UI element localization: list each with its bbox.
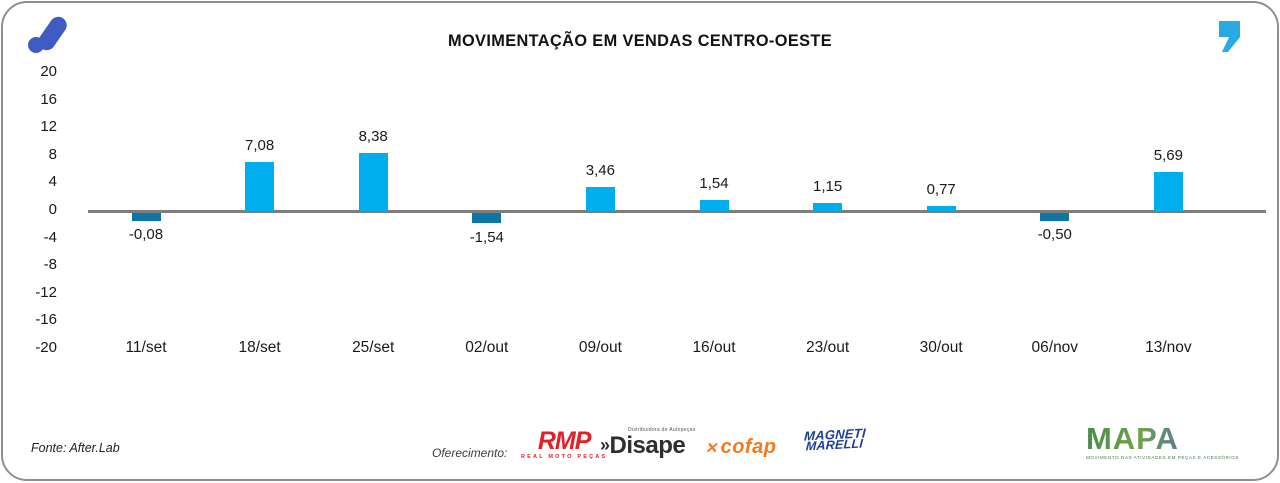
- value-label-30/out: 0,77: [926, 180, 956, 198]
- value-label-18/set: 7,08: [244, 137, 275, 155]
- y-axis-tick--8: -8: [43, 256, 57, 274]
- disape-wordmark: Disape: [609, 432, 686, 459]
- bar-11/set: [131, 212, 161, 221]
- mapa-logo-text: MAPA: [1086, 423, 1239, 454]
- y-axis-tick-20: 20: [40, 63, 57, 80]
- value-label-06/nov: -0,50: [1037, 226, 1072, 243]
- y-axis-tick--12: -12: [35, 283, 57, 301]
- value-label-13/nov: 5,69: [1153, 146, 1183, 164]
- x-axis-tick-11/set: 11/set: [125, 339, 167, 356]
- bar-23/out: [813, 203, 843, 211]
- bar-18/set: [245, 162, 275, 211]
- value-label-09/out: 3,46: [585, 162, 615, 180]
- disape-logo-tagline: Distribuidora de Autopeças: [628, 427, 696, 433]
- x-axis-tick-18/set: 18/set: [238, 339, 281, 356]
- bar-13/nov: [1153, 171, 1183, 211]
- mapa-logo: MAPA MOVIMENTO DAS ATIVIDADES EM PEÇAS E…: [1085, 423, 1239, 460]
- y-axis-tick-4: 4: [48, 173, 57, 191]
- bar-16/out: [699, 200, 729, 211]
- rmp-logo: RMP REAL MOTO PEÇAS: [521, 427, 608, 461]
- magneti-marelli-logo: MAGNETI MARELLI: [803, 425, 866, 453]
- bar-30/out: [926, 205, 956, 211]
- rmp-logo-tagline: REAL MOTO PEÇAS: [521, 454, 608, 460]
- value-label-02/out: -1,54: [469, 228, 504, 246]
- x-axis-tick-25/set: 25/set: [352, 339, 395, 356]
- y-axis-tick-0: 0: [48, 201, 57, 218]
- rmp-logo-text: RMP: [537, 427, 592, 455]
- chart-title: MOVIMENTAÇÃO EM VENDAS CENTRO-OESTE: [448, 31, 832, 50]
- bar-chart-plot: 20 16 12 8 4 0 -4 -8 -12 -16 -20 -0,08 11/set 7,08 18/…: [3, 3, 1277, 479]
- afterlab-logo-icon: [25, 12, 71, 56]
- x-axis-tick-23/out: 23/out: [806, 339, 850, 356]
- y-axis-tick--16: -16: [35, 311, 57, 329]
- x-axis-tick-06/nov: 06/nov: [1031, 339, 1079, 356]
- y-axis-tick-16: 16: [40, 90, 57, 108]
- x-axis-tick-30/out: 30/out: [919, 339, 963, 356]
- mapa-logo-tagline: MOVIMENTO DAS ATIVIDADES EM PEÇAS E ACES…: [1085, 455, 1239, 460]
- disape-logo: Distribuidora de Autopeças »Disape: [600, 427, 696, 458]
- source-note: Fonte: After.Lab: [31, 441, 120, 455]
- cofap-logo: ✕cofap: [704, 436, 777, 459]
- bar-25/set: [358, 153, 388, 211]
- value-label-25/set: 8,38: [358, 128, 388, 146]
- cofap-arrow-icon: ✕: [704, 440, 721, 457]
- zero-axis-line: [88, 210, 1266, 213]
- y-axis-tick--20: -20: [35, 339, 57, 356]
- disape-chevrons-icon: »: [600, 435, 610, 455]
- x-axis-tick-09/out: 09/out: [578, 339, 622, 356]
- y-axis-tick--4: -4: [43, 228, 57, 246]
- bar-06/nov: [1040, 212, 1070, 221]
- y-axis-tick-8: 8: [48, 145, 57, 163]
- value-label-16/out: 1,54: [699, 175, 729, 193]
- disape-logo-text: »Disape: [600, 433, 696, 458]
- x-axis-tick-13/nov: 13/nov: [1145, 339, 1192, 356]
- x-axis-tick-16/out: 16/out: [692, 339, 736, 356]
- y-axis-tick-12: 12: [40, 118, 57, 136]
- sponsorship-label: Oferecimento:: [432, 446, 508, 460]
- x-axis-tick-02/out: 02/out: [465, 339, 509, 356]
- cofap-logo-text: cofap: [720, 436, 777, 458]
- value-label-23/out: 1,15: [812, 178, 843, 196]
- bar-09/out: [585, 187, 615, 211]
- value-label-11/set: -0,08: [128, 226, 164, 243]
- bar-02/out: [472, 212, 502, 224]
